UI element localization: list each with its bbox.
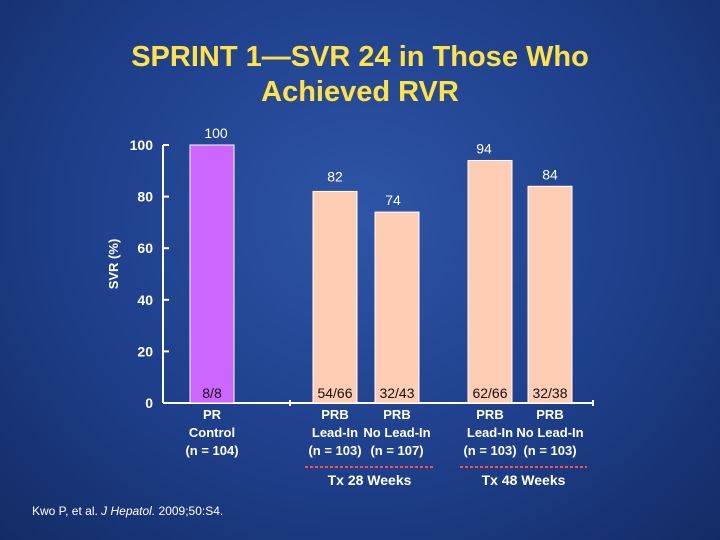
y-tick-label: 40 (137, 292, 153, 308)
bar (527, 185, 573, 404)
bar (312, 190, 358, 404)
y-axis-label: SVR (%) (106, 239, 121, 290)
citation-authors: Kwo P, et al. (32, 504, 102, 518)
svr-bar-chart: 0 20 40 60 80 100 SVR (%) 100 8/8 PR Control (n = 1… (106, 125, 587, 488)
bar-category-label: Lead-In (312, 425, 358, 440)
title-line-1: SPRINT 1—SVR 24 in Those Who (131, 41, 589, 73)
bar-category-label: PR (203, 407, 222, 422)
bar-category-label: No Lead-In (516, 425, 583, 440)
bar (189, 144, 235, 404)
chart-title: SPRINT 1—SVR 24 in Those Who Achieved RV… (0, 40, 720, 110)
bar-category-label: Lead-In (467, 425, 513, 440)
bar-value-label: 94 (476, 140, 492, 156)
title-line-2: Achieved RVR (261, 76, 459, 108)
bar-category-label: (n = 103) (523, 443, 576, 458)
bar-category-label: (n = 107) (370, 443, 423, 458)
bar-value-label: 84 (542, 166, 558, 182)
y-tick-label: 80 (137, 189, 153, 205)
bar-category-label: Control (189, 425, 235, 440)
bar-fraction-label: 32/43 (379, 385, 414, 401)
y-tick-label: 60 (137, 240, 153, 256)
bar-category-label: PRB (321, 407, 348, 422)
bar-value-label: 82 (327, 168, 343, 184)
citation: Kwo P, et al. J Hepatol. 2009;50:S4. (32, 504, 223, 518)
y-tick-label: 100 (130, 137, 154, 153)
y-tick-label: 0 (145, 395, 153, 411)
group-label: Tx 48 Weeks (482, 472, 566, 488)
bar-category-label: PRB (536, 407, 563, 422)
bar (467, 159, 513, 404)
bar-value-label: 74 (385, 192, 401, 208)
bar-category-label: PRB (476, 407, 503, 422)
bar-category-label: (n = 104) (185, 443, 238, 458)
bar-value-label: 100 (204, 125, 228, 141)
bar-fraction-label: 8/8 (202, 385, 222, 401)
bar-fraction-label: 54/66 (317, 385, 352, 401)
bar (374, 211, 420, 404)
y-tick-label: 20 (137, 343, 153, 359)
group-label: Tx 28 Weeks (328, 472, 412, 488)
citation-details: 2009;50:S4. (155, 504, 224, 518)
bar-category-label: PRB (383, 407, 410, 422)
bar-category-label: No Lead-In (363, 425, 430, 440)
citation-journal: J Hepatol. (101, 504, 156, 518)
bar-category-label: (n = 103) (308, 443, 361, 458)
bar-fraction-label: 62/66 (472, 385, 507, 401)
bar-fraction-label: 32/38 (532, 385, 567, 401)
bar-category-label: (n = 103) (463, 443, 516, 458)
